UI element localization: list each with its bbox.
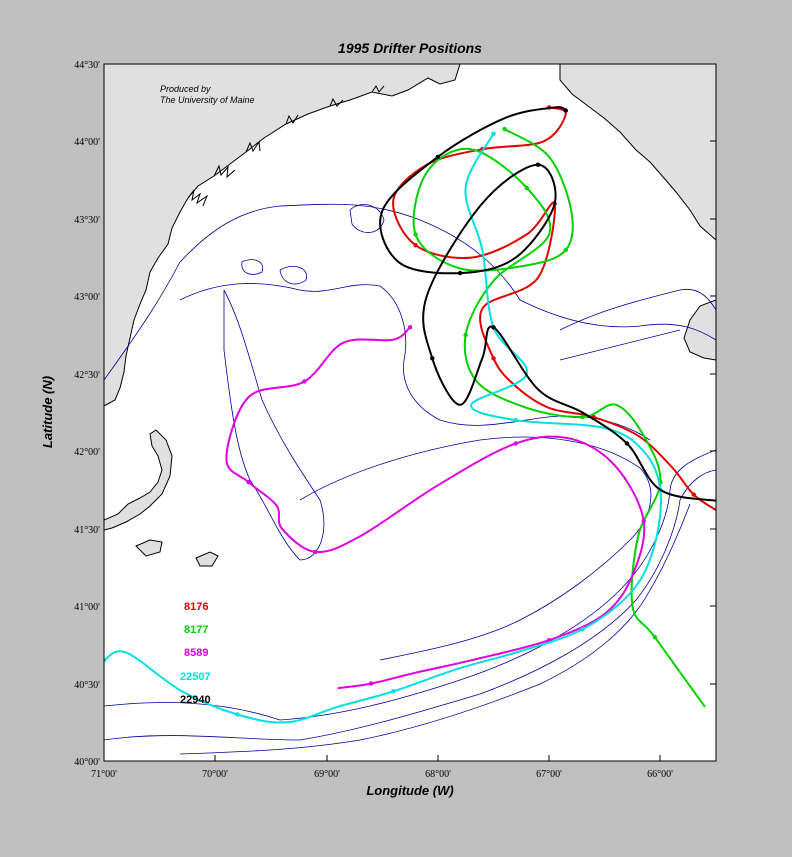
drifter-track-8177 — [412, 128, 706, 708]
new-england-coast — [104, 64, 461, 407]
y-tick-label-3: 43°00' — [74, 292, 100, 303]
drifter-point-8589 — [302, 379, 307, 384]
credit-line-1: Produced by — [160, 84, 211, 94]
drifter-point-22507 — [391, 689, 396, 694]
contour-shelf-break-3 — [179, 503, 691, 755]
drifter-point-22940 — [491, 325, 496, 330]
drifter-point-22940 — [535, 162, 541, 167]
contour-georges-basin — [223, 289, 325, 561]
drifter-point-22940 — [457, 270, 463, 276]
drifter-track-8589 — [225, 326, 646, 690]
legend-label-8177: 8177 — [184, 624, 208, 636]
drifter-track-22940 — [379, 106, 716, 502]
drifter-tracks — [104, 105, 716, 724]
y-tick-label-4: 42°30' — [74, 370, 100, 381]
drifter-point-8176 — [691, 492, 696, 497]
x-tick-label-4: 67°00' — [536, 769, 562, 780]
drifter-point-22940 — [624, 441, 630, 446]
legend-label-8589: 8589 — [184, 647, 208, 659]
drifter-point-8177 — [524, 185, 529, 191]
x-tick-label-2: 69°00' — [314, 769, 340, 780]
credit-line-2: The University of Maine — [160, 95, 255, 105]
drifter-point-8177 — [413, 232, 418, 237]
drifter-point-8589 — [246, 480, 251, 485]
contour-bank-shoal — [241, 204, 385, 285]
drifter-point-22507 — [513, 418, 518, 423]
land-layer — [104, 64, 716, 567]
contour-shelf-break-1 — [104, 449, 716, 721]
contour-shelf-break-2 — [104, 469, 716, 741]
y-tick-label-1: 44°00' — [74, 137, 100, 148]
y-tick-label-9: 40°00' — [74, 757, 100, 768]
drifter-point-22940 — [435, 154, 440, 160]
x-ticks: 71°00' 70°00' 69°00' 68°00' 67°00' 66°00… — [91, 755, 673, 780]
y-tick-label-2: 43°30' — [74, 215, 100, 226]
y-tick-label-5: 42°00' — [74, 447, 100, 458]
drifter-point-8177 — [463, 332, 468, 338]
x-tick-label-3: 68°00' — [425, 769, 451, 780]
drifter-point-8177 — [563, 247, 568, 253]
drifter-point-8589 — [407, 325, 413, 330]
y-tick-label-6: 41°30' — [74, 525, 100, 536]
drifter-point-8177 — [580, 414, 585, 420]
y-tick-label-7: 41°00' — [74, 602, 100, 613]
y-tick-label-0: 44°30' — [74, 60, 100, 71]
drifter-point-22507 — [235, 712, 240, 717]
x-tick-label-1: 70°00' — [202, 769, 228, 780]
martha-vineyard — [135, 539, 163, 557]
legend-label-22507: 22507 — [180, 671, 211, 683]
contour-basin-ring — [179, 283, 651, 441]
drifter-point-8589 — [513, 441, 518, 446]
drifter-point-8589 — [641, 518, 646, 524]
map-plot-area — [103, 63, 717, 762]
bathymetry-contours — [104, 203, 716, 755]
drifter-point-8177 — [502, 126, 507, 132]
x-tick-label-5: 66°00' — [647, 769, 673, 780]
drifter-point-8589 — [313, 549, 318, 555]
cape-cod — [104, 429, 173, 531]
y-axis-label: Latitude (N) — [40, 376, 55, 448]
contour-northeast-channel — [559, 288, 716, 361]
drifter-point-22507 — [491, 131, 496, 136]
x-tick-label-0: 71°00' — [91, 769, 117, 780]
nova-scotia-coast — [683, 299, 716, 361]
plot-frame — [103, 63, 717, 762]
maine-downeast-coast — [559, 64, 716, 241]
drifter-point-8176 — [413, 243, 418, 248]
drifter-point-8176 — [491, 356, 496, 361]
legend-label-22940: 22940 — [180, 694, 211, 706]
y-tick-label-8: 40°30' — [74, 680, 100, 691]
contour-inner-shelf — [104, 203, 716, 381]
credit-block: Produced by The University of Maine — [160, 84, 255, 105]
contour-georges-bank — [299, 436, 652, 661]
drifter-point-22940 — [430, 356, 435, 361]
drifter-point-22940 — [563, 108, 568, 113]
x-axis-label: Longitude (W) — [366, 783, 453, 798]
drifter-point-22507 — [104, 658, 107, 663]
drifter-point-8589 — [368, 681, 374, 686]
map-title: 1995 Drifter Positions — [338, 40, 482, 56]
drifter-point-8177 — [652, 634, 657, 640]
legend: 8176 8177 8589 22507 22940 — [180, 601, 211, 706]
y-ticks: 44°30' 44°00' 43°30' 43°00' 42°30' 42°00… — [74, 60, 716, 768]
nantucket — [195, 551, 219, 567]
legend-label-8176: 8176 — [184, 601, 208, 613]
new-england-coast-rocky — [187, 85, 385, 207]
drifter-point-22507 — [580, 627, 585, 632]
